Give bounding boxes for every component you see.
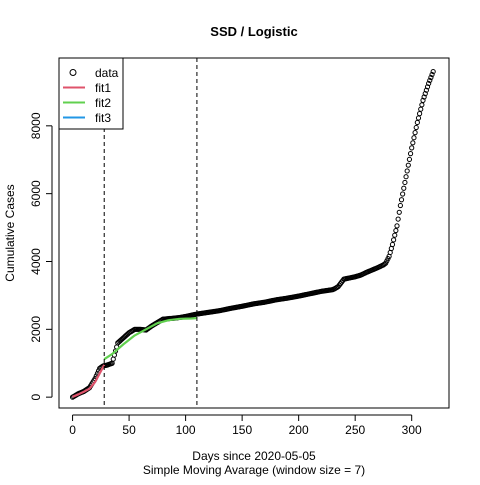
plot-frame — [58, 57, 450, 409]
data-point — [409, 145, 415, 151]
legend-label-data: data — [95, 66, 119, 80]
data-point — [391, 237, 397, 243]
legend-label-fit1: fit1 — [95, 81, 111, 95]
data-point — [395, 216, 401, 222]
data-point — [392, 232, 398, 238]
legend-label-fit3: fit3 — [95, 111, 111, 125]
data-point — [418, 106, 424, 112]
x-tick-label: 50 — [122, 423, 136, 437]
data-point — [430, 68, 436, 75]
data-point — [427, 77, 433, 84]
y-axis-label: Cumulative Cases — [3, 184, 17, 281]
data-point — [396, 209, 402, 215]
y-tick-label: 8000 — [29, 112, 43, 139]
data-point — [415, 115, 422, 121]
data-point — [413, 124, 419, 131]
legend-label-fit2: fit2 — [95, 96, 111, 110]
legend-marker-data — [69, 69, 77, 76]
x-tick-label: 100 — [176, 423, 196, 437]
data-point — [410, 140, 416, 146]
y-tick-label: 6000 — [29, 180, 43, 207]
data-point — [389, 241, 396, 248]
data-point — [393, 227, 399, 234]
data-point — [394, 223, 400, 229]
data-point — [407, 151, 414, 157]
x-axis-label: Days since 2020-05-05 — [192, 449, 316, 463]
data-point — [397, 202, 403, 209]
y-tick-label: 2000 — [29, 316, 43, 343]
fit1-line — [72, 364, 106, 398]
data-point — [412, 130, 418, 136]
x-tick-label: 150 — [232, 423, 252, 437]
x-tick-label: 300 — [402, 423, 422, 437]
y-tick-label: 0 — [29, 393, 43, 400]
data-point — [400, 191, 406, 197]
x-tick-label: 250 — [345, 423, 365, 437]
data-point — [406, 156, 413, 163]
data-point — [428, 74, 434, 81]
fit2-line — [103, 317, 197, 361]
data-point — [429, 71, 435, 78]
chart-title: SSD / Logistic — [210, 24, 297, 39]
data-point — [403, 174, 409, 180]
data-point — [405, 162, 411, 168]
data-point — [398, 197, 405, 203]
data-point — [401, 185, 407, 191]
data-point — [426, 80, 432, 87]
data-point — [404, 168, 410, 174]
data-point — [110, 356, 116, 362]
y-tick-label: 4000 — [29, 248, 43, 275]
x-tick-label: 200 — [289, 423, 309, 437]
x-axis-sublabel: Simple Moving Avarage (window size = 7) — [143, 463, 365, 477]
data-point — [417, 111, 423, 117]
data-point — [414, 119, 420, 126]
data-point — [411, 135, 417, 141]
data-point — [402, 179, 408, 186]
data-point — [419, 102, 425, 108]
x-tick-label: 0 — [69, 423, 76, 437]
